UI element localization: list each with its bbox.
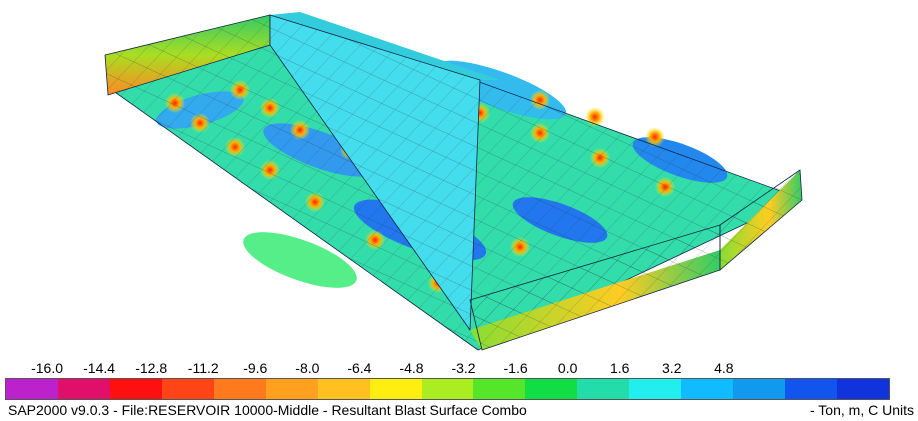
status-file: SAP2000 v9.0.3 - File:RESERVOIR 10000-Mi… [8, 402, 527, 418]
status-units: - Ton, m, C Units [810, 402, 914, 418]
legend-tick-label: -11.2 [188, 360, 219, 376]
status-bar: SAP2000 v9.0.3 - File:RESERVOIR 10000-Mi… [8, 402, 914, 420]
legend-tick-label: -9.6 [243, 360, 267, 376]
legend-tick-label: -16.0 [31, 360, 63, 376]
legend-tick-label: 4.8 [714, 360, 733, 376]
legend-color-bar [5, 378, 890, 400]
legend-ticks: -16.0 -14.4 -12.8 -11.2 -9.6 -8.0 -6.4 -4.8 -3.2… [0, 360, 918, 376]
legend-tick-label: -4.8 [399, 360, 423, 376]
legend-tick-label: -12.8 [135, 360, 167, 376]
legend-tick-label: -3.2 [451, 360, 475, 376]
contour-view [0, 0, 918, 360]
legend-tick-label: 0.0 [558, 360, 577, 376]
legend-tick-label: -14.4 [83, 360, 115, 376]
legend-tick-label: 3.2 [662, 360, 681, 376]
legend-tick-label: -6.4 [347, 360, 371, 376]
sap-window: {"legend": {"ticks": ["-16.0", "-14.4", … [0, 0, 918, 421]
legend-tick-label: 1.6 [610, 360, 629, 376]
legend-tick-label: -8.0 [295, 360, 319, 376]
legend-tick-label: -1.6 [504, 360, 528, 376]
